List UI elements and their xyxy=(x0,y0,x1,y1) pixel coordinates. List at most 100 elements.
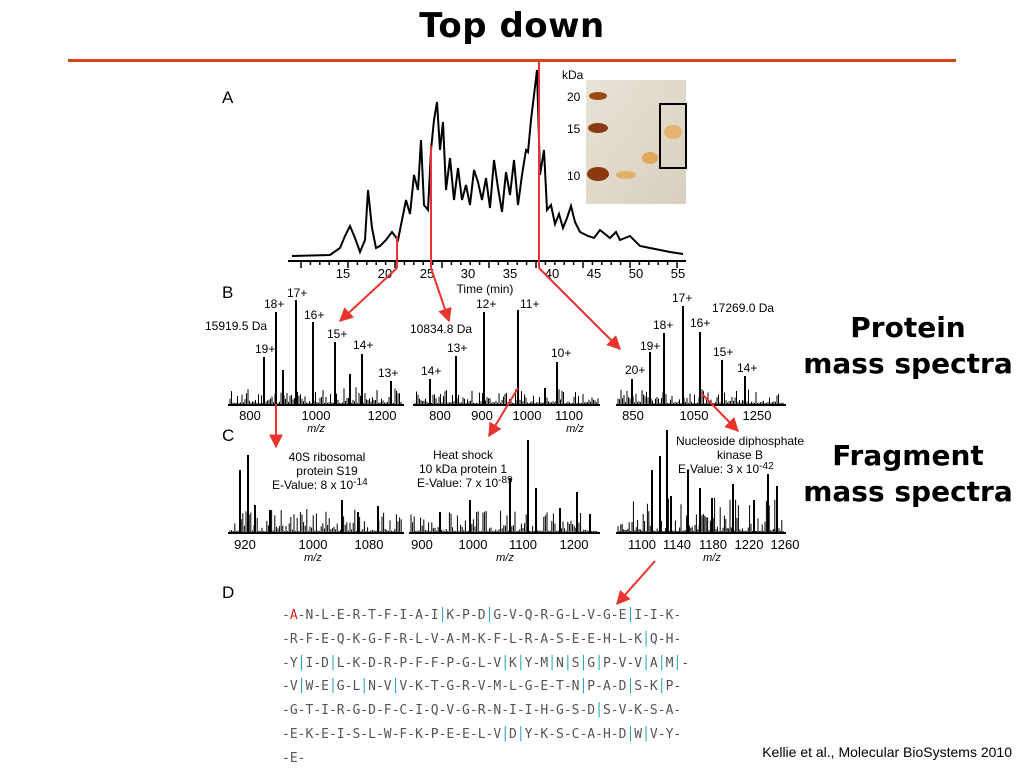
sequence-line: -V│W-E│G-L│N-V│V-K-T-G-R-V-M-L-G-E-T-N│P… xyxy=(282,679,682,695)
spectrum-x-label: m/z xyxy=(566,423,584,435)
spectrum-tick: 1250 xyxy=(743,408,772,423)
fragment-spectrum-3: Nucleoside diphosphate kinase B E-Value:… xyxy=(616,430,804,564)
arrow-to-spectrum-1 xyxy=(338,267,398,322)
charge-label-17: 17+ xyxy=(672,291,692,305)
chromatogram-tick-45: 45 xyxy=(587,266,601,281)
workflow-arrows xyxy=(269,267,739,606)
spectrum-x-label: m/z xyxy=(703,552,721,564)
gel-marker-label-20: 20 xyxy=(567,90,581,104)
chromatogram-tick-15: 15 xyxy=(336,266,350,281)
fragment-annotation-line: 10 kDa protein 1 xyxy=(419,462,507,476)
e-value-text: E-Value: 7 x 10 xyxy=(417,476,498,490)
fragment-label-line-2: mass spectra xyxy=(803,475,1013,508)
fragment-spectrum-2: Heat shock 10 kDa protein 1 E-Value: 7 x… xyxy=(409,440,600,564)
chromatogram-tick-40: 40 xyxy=(545,266,559,281)
charge-label-12: 12+ xyxy=(476,297,496,311)
slide-title: Top down xyxy=(419,6,605,46)
fragment-mass-spectra-label: Fragment mass spectra xyxy=(790,438,1024,510)
spectrum-tick: 800 xyxy=(239,408,261,423)
chromatogram-tick-55: 55 xyxy=(671,266,685,281)
charge-label-14: 14+ xyxy=(421,364,441,378)
gel-sample-band-2 xyxy=(642,152,658,164)
charge-label-16: 16+ xyxy=(690,316,710,330)
fragment-annotation-line: Nucleoside diphosphate xyxy=(676,434,804,448)
e-value-text: E-Value: 3 x 10 xyxy=(678,462,759,476)
arrow-to-spectrum-2 xyxy=(430,267,452,323)
spectrum-tick: 800 xyxy=(429,408,451,423)
fragment-label-line-1: Fragment xyxy=(832,439,984,472)
gel-marker-label-10: 10 xyxy=(567,169,581,183)
chromatogram: 15 20 25 30 35 40 45 50 55 Time (min) xyxy=(288,69,686,296)
panel-letter-a: A xyxy=(222,88,234,107)
chromatogram-tick-30: 30 xyxy=(461,266,475,281)
gel-marker-band-20 xyxy=(589,92,607,100)
gel-sample-band-1 xyxy=(616,171,636,179)
charge-label-17: 17+ xyxy=(287,286,307,300)
charge-label-10: 10+ xyxy=(551,346,571,360)
gel-background xyxy=(586,80,686,204)
title-underline xyxy=(68,59,956,62)
chromatogram-tick-50: 50 xyxy=(629,266,643,281)
charge-label-14: 14+ xyxy=(737,361,757,375)
protein-spectrum-2: 10834.8 Da 12+ 11+ 13+ 14+ 10+ 800 900 1… xyxy=(410,297,600,435)
charge-label-19: 19+ xyxy=(640,339,660,353)
chromatogram-tick-35: 35 xyxy=(503,266,517,281)
spectrum-tick: 1140 xyxy=(663,537,691,552)
protein-label-line-1: Protein xyxy=(850,311,966,344)
spectrum-tick: 1000 xyxy=(459,537,488,552)
e-value-text: E-Value: 8 x 10 xyxy=(272,478,353,492)
spectrum-tick: 1000 xyxy=(513,408,542,423)
spectrum-mass-label: 15919.5 Da xyxy=(205,319,267,333)
gel-unit-label: kDa xyxy=(562,68,584,82)
chromatogram-trace xyxy=(291,69,684,257)
sequence-line: -A-N-L-E-R-T-F-I-A-I│K-P-D│G-V-Q-R-G-L-V… xyxy=(282,608,682,623)
fragment-annotation-line: Heat shock xyxy=(433,448,494,462)
charge-label-19: 19+ xyxy=(255,342,275,356)
spectrum-tick: 1220 xyxy=(735,537,764,552)
charge-label-13: 13+ xyxy=(378,366,398,380)
fragment-annotation-line: 40S ribosomal xyxy=(289,450,366,464)
gel-marker-label-15: 15 xyxy=(567,122,581,136)
charge-label-11: 11+ xyxy=(520,297,539,311)
spectrum-x-label: m/z xyxy=(496,552,514,564)
charge-label-14: 14+ xyxy=(353,338,373,352)
spectrum-tick: 1200 xyxy=(368,408,397,423)
gel-image: kDa 20 15 10 xyxy=(562,68,687,204)
e-value-exponent: -14 xyxy=(353,477,368,488)
gel-sample-band-3 xyxy=(664,125,682,139)
protein-sequence: -A-N-L-E-R-T-F-I-A-I│K-P-D│G-V-Q-R-G-L-V… xyxy=(282,604,689,771)
spectrum-tick: 1200 xyxy=(560,537,589,552)
protein-spectrum-1: 15919.5 Da 19+ 18+ 17+ 16+ 15+ 14+ 13+ 8… xyxy=(205,286,404,435)
protein-spectrum-3: 17269.0 Da 17+ 18+ 16+ 19+ 15+ 14+ 20+ 8… xyxy=(616,291,786,423)
panel-letter-d: D xyxy=(222,583,234,602)
spectrum-tick: 1180 xyxy=(699,537,727,552)
charge-label-20: 20+ xyxy=(625,363,645,377)
e-value-exponent: -42 xyxy=(759,461,774,472)
charge-label-15: 15+ xyxy=(327,327,347,341)
spectrum-tick: 900 xyxy=(411,537,433,552)
gel-marker-band-10 xyxy=(587,167,609,181)
spectrum-tick: 1000 xyxy=(302,408,331,423)
fragment-annotation-line: E-Value: 7 x 10-89 xyxy=(417,475,513,490)
charge-label-16: 16+ xyxy=(304,308,324,322)
spectrum-x-label: m/z xyxy=(304,552,322,564)
spectrum-mass-label: 17269.0 Da xyxy=(712,301,774,315)
panel-letter-c: C xyxy=(222,426,234,445)
sequence-line: -E-K-E-I-S-L-W-F-K-P-E-E-L-V│D│Y-K-S-C-A… xyxy=(282,726,682,742)
spectrum-tick: 1100 xyxy=(555,408,583,423)
fragment-annotation-line: E-Value: 3 x 10-42 xyxy=(678,461,774,476)
chromatogram-tick-20: 20 xyxy=(378,266,392,281)
arrow-to-spectrum-3 xyxy=(538,267,621,350)
gel-selection-box xyxy=(659,103,687,169)
protein-mass-spectra-label: Protein mass spectra xyxy=(790,310,1024,382)
arrow-to-fragment-2 xyxy=(488,387,519,438)
sequence-line: -G-T-I-R-G-D-F-C-I-Q-V-G-R-N-I-I-H-G-S-D… xyxy=(282,703,682,719)
spectrum-tick: 1100 xyxy=(509,537,537,552)
fragment-annotation-line: protein S19 xyxy=(296,464,358,478)
spectrum-tick: 1050 xyxy=(680,408,709,423)
spectrum-tick: 1000 xyxy=(299,537,328,552)
spectrum-tick: 900 xyxy=(471,408,493,423)
spectrum-tick: 1260 xyxy=(771,537,800,552)
citation: Kellie et al., Molecular BioSystems 2010 xyxy=(762,744,1012,760)
